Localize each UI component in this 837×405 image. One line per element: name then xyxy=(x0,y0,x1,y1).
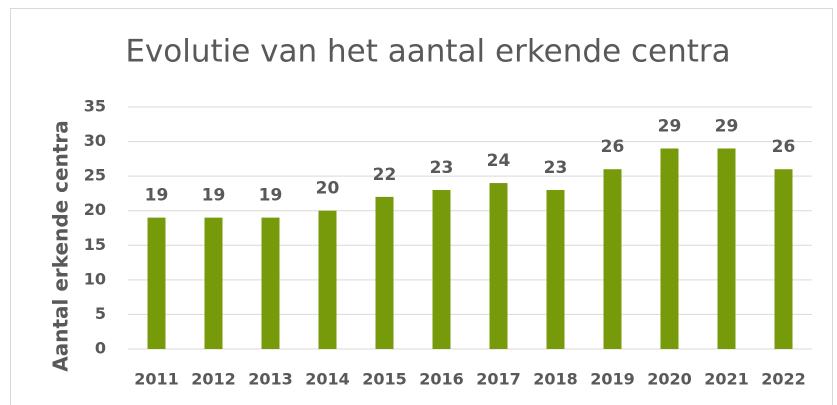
bar xyxy=(318,210,337,349)
y-tick-label: 5 xyxy=(95,304,106,323)
x-tick-label: 2021 xyxy=(704,370,749,389)
data-label: 19 xyxy=(145,186,169,206)
data-label: 26 xyxy=(772,137,796,157)
data-label: 29 xyxy=(658,116,682,136)
y-axis-label: Aantal erkende centra xyxy=(49,120,73,372)
y-tick-label: 25 xyxy=(84,166,106,185)
bar xyxy=(489,183,508,349)
bar xyxy=(660,148,679,349)
x-tick-label: 2022 xyxy=(761,370,806,389)
x-tick-label: 2016 xyxy=(419,370,464,389)
y-tick-label: 0 xyxy=(95,339,106,358)
y-tick-label: 20 xyxy=(84,200,106,219)
bar xyxy=(603,169,622,349)
y-tick-label: 15 xyxy=(84,235,106,254)
x-tick-label: 2014 xyxy=(305,370,350,389)
data-label: 23 xyxy=(430,158,454,178)
x-tick-label: 2011 xyxy=(134,370,179,389)
data-label: 22 xyxy=(373,165,397,185)
x-tick-label: 2018 xyxy=(533,370,578,389)
data-label: 23 xyxy=(544,158,568,178)
x-tick-label: 2012 xyxy=(191,370,236,389)
data-label: 19 xyxy=(259,186,283,206)
data-label: 20 xyxy=(316,179,340,199)
data-label: 19 xyxy=(202,186,226,206)
bar xyxy=(147,217,166,349)
bar xyxy=(261,217,280,349)
bar xyxy=(546,189,565,349)
x-tick-label: 2013 xyxy=(248,370,293,389)
x-tick-label: 2015 xyxy=(362,370,407,389)
bar xyxy=(432,189,451,349)
y-tick-label: 35 xyxy=(84,97,106,116)
x-tick-label: 2019 xyxy=(590,370,635,389)
data-label: 29 xyxy=(715,116,739,136)
x-tick-label: 2017 xyxy=(476,370,521,389)
bar xyxy=(774,169,793,349)
bar xyxy=(204,217,223,349)
x-tick-label: 2020 xyxy=(647,370,692,389)
data-label: 24 xyxy=(487,151,511,171)
bar xyxy=(375,196,394,349)
y-tick-label: 30 xyxy=(84,131,106,150)
y-tick-label: 10 xyxy=(84,269,106,288)
chart-title: Evolutie van het aantal erkende centra xyxy=(125,34,730,70)
bar xyxy=(717,148,736,349)
data-label: 26 xyxy=(601,137,625,157)
